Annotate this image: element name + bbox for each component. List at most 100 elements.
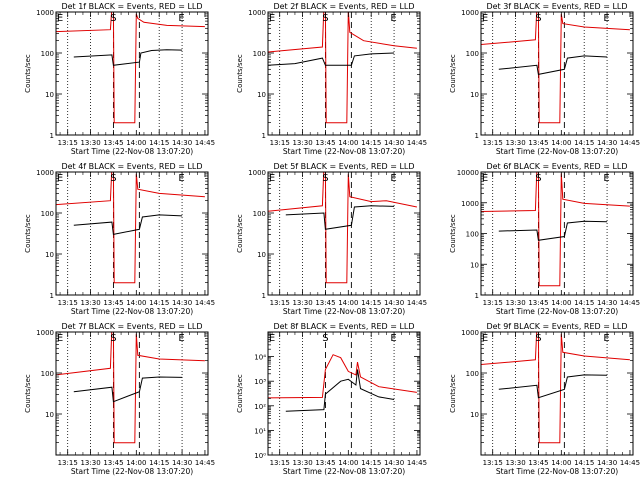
y-tick-label: 1000 — [461, 200, 479, 208]
marker-letter-e: E — [482, 13, 488, 24]
plot-frame — [480, 331, 634, 456]
y-tick-label: 1000 — [461, 329, 479, 337]
x-tick-label: 13:15 — [483, 299, 503, 307]
x-tick-label: 14:45 — [407, 299, 427, 307]
marker-letter-s: S — [535, 173, 541, 184]
y-tick-label: 10 — [257, 251, 266, 259]
x-tick-label: 13:30 — [80, 299, 100, 307]
panel-7: Det 7f BLACK = Events, RED = LLD 10 100 100… — [24, 322, 215, 476]
y-tick-label: 10¹ — [254, 427, 266, 435]
panel-series-group — [481, 332, 630, 444]
x-tick-label: 13:30 — [80, 139, 100, 147]
panel-3: Det 3f BLACK = Events, RED = LLD 1 10 100 10… — [449, 2, 640, 156]
marker-letter-e: E — [390, 13, 396, 24]
lld-series-line — [481, 12, 630, 124]
events-series-line — [498, 220, 608, 241]
x-tick-label: 13:30 — [80, 459, 100, 467]
panel-title: Det 9f BLACK = Events, RED = LLD — [486, 322, 627, 331]
marker-letter-e: E — [269, 333, 275, 344]
x-tick-label: 13:45 — [315, 459, 335, 467]
marker-letter-s: S — [322, 13, 328, 24]
x-tick-label: 13:30 — [292, 459, 312, 467]
events-series-line — [73, 49, 183, 66]
events-series-line — [73, 376, 183, 403]
x-tick-label: 13:30 — [505, 459, 525, 467]
x-tick-label: 14:30 — [597, 459, 617, 467]
marker-letter-e: E — [269, 173, 275, 184]
x-tick-label: 13:15 — [270, 299, 290, 307]
marker-letter-e: E — [57, 173, 63, 184]
x-tick-label: 14:15 — [361, 459, 381, 467]
x-tick-label: 13:30 — [292, 299, 312, 307]
y-tick-label: 10 — [257, 91, 266, 99]
x-tick-label: 14:30 — [384, 139, 404, 147]
panel-series-group — [56, 332, 205, 444]
x-tick-label: 14:45 — [195, 299, 215, 307]
x-axis-label: Start Time (22-Nov-08 13:07:20) — [283, 307, 405, 316]
y-tick-label: 10 — [45, 411, 54, 419]
y-tick-label: 100 — [41, 210, 54, 218]
y-tick-label: 100 — [41, 370, 54, 378]
x-tick-label: 14:00 — [551, 299, 571, 307]
panel-8: Det 8f BLACK = Events, RED = LLD 10⁰ 10¹ 10… — [236, 322, 427, 476]
x-tick-label: 13:45 — [528, 459, 548, 467]
lld-series-line — [56, 332, 205, 444]
x-tick-label: 14:15 — [149, 139, 169, 147]
x-tick-label: 14:30 — [172, 459, 192, 467]
x-tick-label: 14:30 — [384, 459, 404, 467]
x-tick-label: 14:15 — [574, 459, 594, 467]
plot-frame — [267, 11, 421, 136]
panel-series-group — [268, 172, 418, 284]
y-tick-label: 1 — [475, 292, 479, 300]
marker-letter-e: E — [178, 173, 184, 184]
marker-letter-e: E — [269, 13, 275, 24]
panel-series-group — [268, 12, 417, 124]
y-axis-label: Counts/sec — [24, 374, 32, 413]
panel-2: Det 2f BLACK = Events, RED = LLD 1 10 100 10… — [236, 2, 427, 156]
lld-series-line — [56, 12, 205, 124]
events-series-line — [268, 52, 395, 66]
panel-5: Det 5f BLACK = Events, RED = LLD 1 10 100 10… — [236, 162, 427, 316]
x-tick-label: 14:45 — [195, 139, 215, 147]
panel-9: Det 9f BLACK = Events, RED = LLD 10 100 100… — [449, 322, 640, 476]
lld-series-line — [268, 12, 417, 124]
y-tick-label: 100 — [466, 370, 479, 378]
y-tick-label: 1000 — [248, 169, 266, 177]
y-tick-label: 1000 — [248, 9, 266, 17]
marker-letter-s: S — [110, 13, 116, 24]
plot-frame — [55, 331, 209, 456]
x-tick-label: 13:45 — [315, 299, 335, 307]
marker-letter-e: E — [603, 13, 609, 24]
x-tick-label: 14:00 — [551, 459, 571, 467]
x-tick-label: 14:00 — [338, 459, 358, 467]
lld-series-line — [481, 172, 630, 287]
marker-letter-e: E — [57, 13, 63, 24]
plot-frame — [55, 11, 209, 136]
x-tick-label: 14:00 — [551, 139, 571, 147]
y-tick-label: 100 — [41, 50, 54, 58]
x-tick-label: 13:45 — [103, 299, 123, 307]
x-tick-label: 13:45 — [528, 139, 548, 147]
x-tick-label: 14:00 — [338, 139, 358, 147]
panel-title: Det 2f BLACK = Events, RED = LLD — [273, 2, 414, 11]
y-tick-label: 100 — [253, 50, 266, 58]
marker-letter-e: E — [57, 333, 63, 344]
y-tick-label: 1 — [262, 292, 266, 300]
panel-1: Det 1f BLACK = Events, RED = LLD 1 10 100 10… — [24, 2, 215, 156]
x-tick-label: 13:15 — [270, 139, 290, 147]
marker-letter-e: E — [603, 173, 609, 184]
x-tick-label: 14:00 — [338, 299, 358, 307]
panel-series-group — [56, 172, 205, 284]
marker-letter-s: S — [322, 173, 328, 184]
x-tick-label: 13:15 — [270, 459, 290, 467]
y-tick-label: 10³ — [254, 378, 266, 386]
x-tick-label: 14:15 — [149, 459, 169, 467]
x-tick-label: 13:15 — [483, 139, 503, 147]
x-tick-label: 14:45 — [407, 139, 427, 147]
y-axis-label: Counts/sec — [449, 54, 457, 93]
x-tick-label: 14:30 — [597, 139, 617, 147]
x-tick-label: 13:30 — [505, 299, 525, 307]
x-tick-label: 13:45 — [315, 139, 335, 147]
lld-series-line — [268, 172, 418, 284]
x-tick-label: 14:15 — [149, 299, 169, 307]
